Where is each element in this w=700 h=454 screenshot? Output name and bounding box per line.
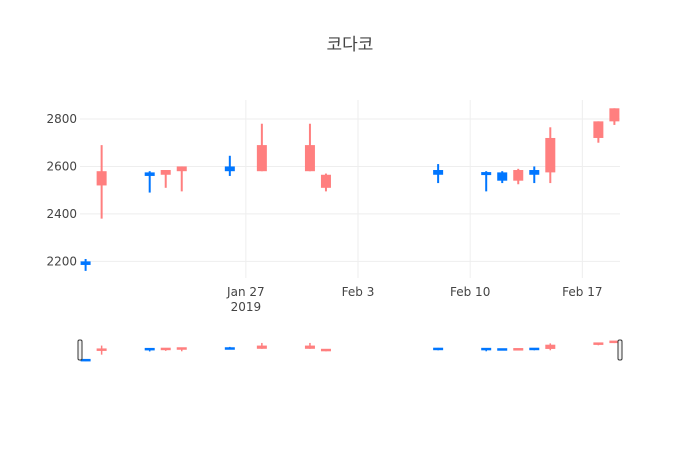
x-tick-label: Jan 27 (226, 285, 265, 299)
slider-candle-body (481, 347, 492, 351)
range-slider-background (80, 338, 620, 370)
slider-candle-body (176, 347, 187, 350)
slider-candle (160, 347, 171, 351)
candle-decreasing[interactable] (224, 155, 235, 176)
slider-candle (497, 348, 508, 351)
candle-increasing[interactable] (96, 145, 107, 219)
slider-candle (80, 358, 91, 362)
candle-body (176, 166, 187, 172)
candle-body (96, 171, 107, 186)
candle-increasing[interactable] (513, 168, 524, 185)
candle-increasing[interactable] (545, 127, 556, 184)
candle-body (497, 172, 508, 181)
slider-candle-body (144, 347, 155, 351)
range-slider-left-handle[interactable] (77, 339, 83, 361)
slider-candle-body (609, 340, 620, 344)
candle-body (160, 170, 171, 175)
slider-candle (609, 340, 620, 344)
candle-increasing[interactable] (160, 170, 171, 188)
slider-candle (144, 347, 155, 352)
slider-candle-body (96, 348, 107, 351)
slider-candle (529, 347, 540, 351)
x-tick-label: Feb 17 (562, 285, 602, 299)
y-tick-labels: 2200 2400 2600 2800 (46, 112, 77, 268)
slider-candle (481, 347, 492, 352)
candle-body (320, 174, 331, 188)
range-slider-right-handle[interactable] (617, 339, 623, 361)
candle-body (304, 145, 315, 172)
grid-layer (80, 100, 620, 278)
slider-candle-body (224, 347, 235, 350)
slider-candle-body (80, 358, 91, 362)
slider-candle (545, 343, 556, 351)
slider-candle (176, 347, 187, 352)
candle-body (593, 121, 604, 138)
candle-body (529, 170, 540, 175)
candle-increasing[interactable] (304, 123, 315, 172)
slider-candle-body (545, 344, 556, 349)
candle-increasing[interactable] (176, 166, 187, 192)
slider-candle (224, 346, 235, 350)
candle-increasing[interactable] (609, 108, 620, 125)
candle-body (513, 170, 524, 181)
slider-candle-body (513, 348, 524, 351)
slider-candle-body (497, 348, 508, 351)
slider-candle-body (320, 348, 331, 352)
candle-body (256, 145, 267, 172)
candle-increasing[interactable] (320, 173, 331, 192)
candle-decreasing[interactable] (497, 171, 508, 184)
slider-candle-body (160, 347, 171, 351)
candle-body (144, 172, 155, 176)
slider-candle (304, 342, 315, 349)
candle-body (481, 172, 492, 176)
candle-increasing[interactable] (593, 121, 604, 143)
slider-candle (320, 348, 331, 352)
candles-layer[interactable] (80, 108, 620, 271)
slider-candle-body (593, 342, 604, 345)
x-tick-label: Feb 3 (342, 285, 375, 299)
x-tick-sublabel: 2019 (231, 300, 262, 314)
x-tick-label: Feb 10 (450, 285, 490, 299)
slider-candle (256, 342, 267, 349)
candle-body (545, 137, 556, 173)
y-tick-label: 2600 (46, 159, 77, 173)
candle-decreasing[interactable] (80, 259, 91, 271)
candle-decreasing[interactable] (144, 171, 155, 193)
slider-candle (433, 347, 444, 351)
chart-title: 코다코 (327, 35, 374, 55)
slider-candle (513, 348, 524, 351)
y-tick-label: 2800 (46, 112, 77, 126)
candle-decreasing[interactable] (433, 164, 444, 184)
candle-decreasing[interactable] (481, 171, 492, 192)
range-slider[interactable] (77, 338, 623, 370)
candle-increasing[interactable] (256, 123, 267, 172)
candle-body (609, 108, 620, 122)
candle-body (80, 261, 91, 265)
slider-candle-body (433, 347, 444, 351)
y-tick-label: 2200 (46, 254, 77, 268)
slider-candle (593, 342, 604, 346)
candle-decreasing[interactable] (529, 166, 540, 184)
y-tick-label: 2400 (46, 207, 77, 221)
slider-candle-body (256, 345, 267, 349)
slider-candle-body (304, 345, 315, 349)
slider-candle-body (529, 347, 540, 351)
candle-body (433, 170, 444, 175)
candle-body (224, 166, 235, 172)
slider-candle (96, 345, 107, 355)
